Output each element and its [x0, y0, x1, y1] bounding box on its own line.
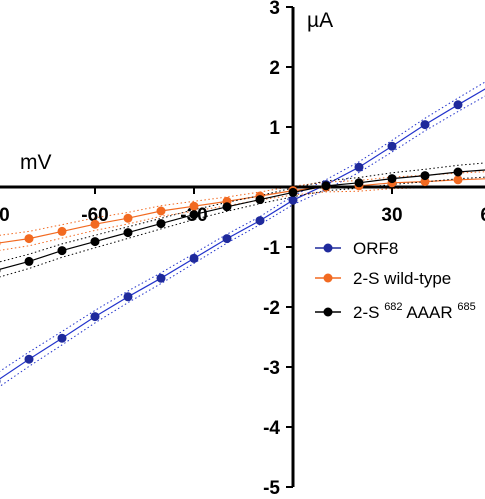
legend-label-mutant-prefix: 2-S: [353, 303, 384, 322]
confidence-band-2: [0, 176, 485, 278]
data-point-series-2: [0, 268, 1, 273]
data-point-series-2: [189, 210, 199, 220]
y-tick-label: 2: [269, 58, 280, 79]
data-point-series-2: [24, 256, 34, 266]
y-tick-label: -5: [263, 478, 280, 499]
legend-marker-mutant: [323, 307, 333, 317]
fit-lines: [0, 81, 485, 387]
legend-label-mutant-core: AAAR: [406, 303, 452, 322]
y-tick-label: -1: [263, 238, 280, 259]
y-tick-label: -2: [263, 298, 280, 319]
fit-line-1: [0, 178, 485, 244]
data-point-series-2: [90, 237, 100, 247]
x-axis-label: mV: [20, 151, 52, 174]
confidence-band-0: [0, 95, 485, 387]
data-point-series-2: [57, 246, 67, 256]
data-point-series-0: [90, 312, 100, 322]
data-point-series-2: [420, 171, 430, 181]
data-point-series-1: [189, 201, 199, 211]
data-point-series-2: [288, 187, 298, 197]
data-point-series-0: [189, 253, 199, 263]
legend-label-mutant-sup-start: 682: [384, 301, 402, 313]
data-point-series-0: [24, 354, 34, 364]
data-point-series-2: [354, 178, 364, 188]
legend-label-mutant: 2-S 682 AAAR 685: [353, 295, 476, 322]
legend-marker-orf8: [323, 243, 333, 253]
y-tick-label: 3: [269, 0, 280, 19]
data-point-series-1: [24, 234, 34, 244]
legend-label-mutant-sup-end: 685: [457, 301, 475, 313]
axes: [0, 7, 485, 487]
legend-label-orf8: ORF8: [353, 239, 398, 258]
data-point-series-2: [453, 167, 463, 177]
x-tick-label: 30: [381, 205, 402, 226]
data-point-series-2: [255, 195, 265, 205]
data-point-series-1: [453, 175, 463, 185]
legend-item-mutant: 2-S 682 AAAR 685: [315, 295, 476, 322]
data-point-series-2: [387, 174, 397, 184]
confidence-band-2: [0, 162, 485, 263]
data-point-series-0: [453, 100, 463, 110]
x-tick-label: -90: [0, 205, 10, 226]
data-point-series-2: [222, 202, 232, 212]
data-point-series-2: [156, 219, 166, 229]
legend-marker-wild-type: [323, 273, 333, 283]
fit-line-0: [0, 88, 485, 380]
fit-line-2: [0, 169, 485, 270]
data-points: [0, 100, 463, 384]
data-point-series-1: [0, 241, 1, 246]
data-point-series-0: [387, 141, 397, 151]
data-point-series-1: [156, 206, 166, 216]
data-point-series-0: [0, 379, 1, 384]
data-point-series-0: [354, 162, 364, 172]
x-tick-label: 60: [480, 205, 485, 226]
data-point-series-1: [57, 226, 67, 236]
y-tick-label: 1: [269, 118, 280, 139]
data-point-series-1: [123, 213, 133, 223]
legend-label-wild-type: 2-S wild-type: [353, 269, 451, 288]
y-axis-label: µA: [307, 9, 333, 32]
data-point-series-1: [90, 219, 100, 229]
data-point-series-0: [222, 234, 232, 244]
data-point-series-2: [123, 228, 133, 238]
data-point-series-0: [156, 273, 166, 283]
data-point-series-0: [123, 292, 133, 302]
legend-item-wild-type: 2-S wild-type: [315, 269, 451, 288]
y-tick-label: -4: [263, 418, 280, 439]
data-point-series-0: [255, 216, 265, 226]
data-point-series-0: [288, 195, 298, 205]
legend-item-orf8: ORF8: [315, 239, 398, 258]
data-point-series-0: [57, 333, 67, 343]
data-point-series-0: [420, 120, 430, 130]
legend: ORF8 2-S wild-type 2-S 682 AAAR 685: [315, 239, 476, 322]
confidence-band-0: [0, 81, 485, 372]
data-point-series-2: [321, 181, 331, 191]
y-tick-label: -3: [263, 358, 280, 379]
x-tick-label: -60: [81, 205, 108, 226]
